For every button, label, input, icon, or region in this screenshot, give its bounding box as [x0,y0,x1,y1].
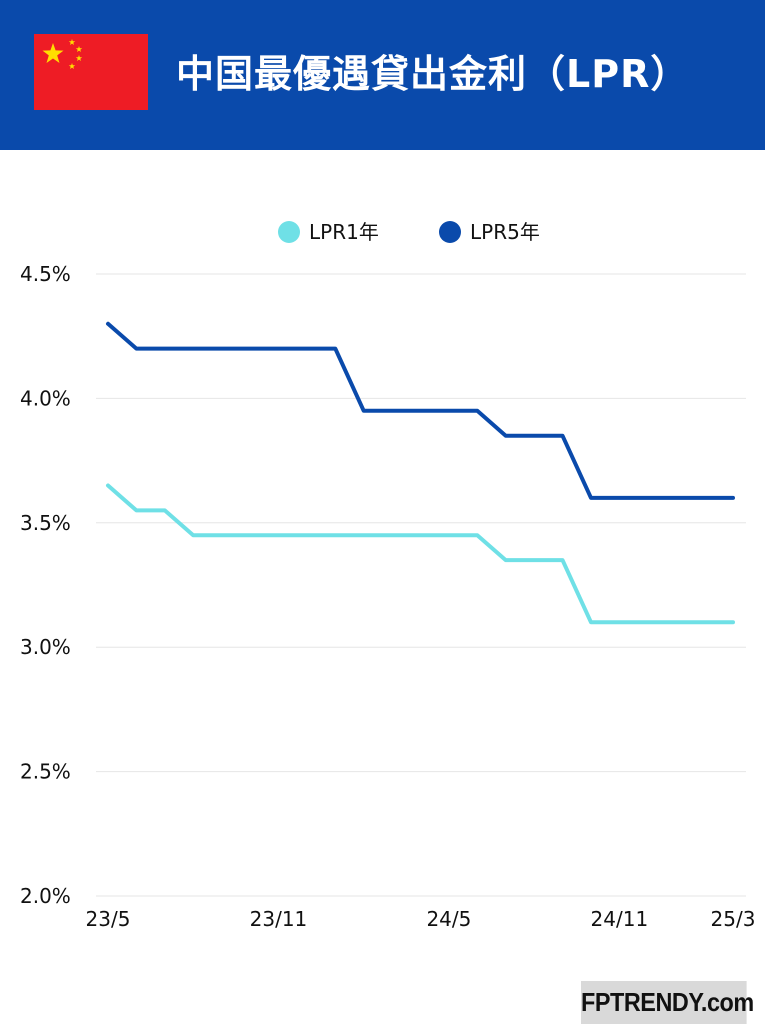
y-axis-ticks: 2.0% 2.5% 3.0% 3.5% 4.0% 4.5% [20,262,71,908]
y-tick-label: 4.0% [20,386,71,410]
legend: LPR1年 LPR5年 [278,220,540,244]
grid-lines [96,273,746,897]
header-banner: 中国最優遇貸出金利（LPR） [0,0,765,150]
legend-label: LPR5年 [470,220,540,244]
legend-marker [278,221,300,243]
y-tick-label: 3.5% [20,511,71,535]
x-tick-label: 24/11 [591,907,649,931]
x-tick-label: 25/3 [711,907,756,931]
brand-watermark: FPTRENDY.com [581,981,754,1024]
series-lines [106,321,735,625]
x-axis-ticks: 23/5 23/11 24/5 24/11 25/3 [86,907,756,931]
china-flag-icon [34,34,148,110]
x-tick-label: 24/5 [426,907,471,931]
y-tick-label: 3.0% [20,635,71,659]
legend-label: LPR1年 [309,220,379,244]
y-tick-label: 2.5% [20,760,71,784]
y-tick-label: 4.5% [20,262,71,286]
series-line-lpr5y [106,321,735,500]
page-title: 中国最優遇貸出金利（LPR） [176,52,690,96]
x-tick-label: 23/5 [86,907,131,931]
x-tick-label: 23/11 [250,907,308,931]
legend-marker [439,221,461,243]
series-line-lpr1y [106,483,735,625]
y-tick-label: 2.0% [20,884,71,908]
